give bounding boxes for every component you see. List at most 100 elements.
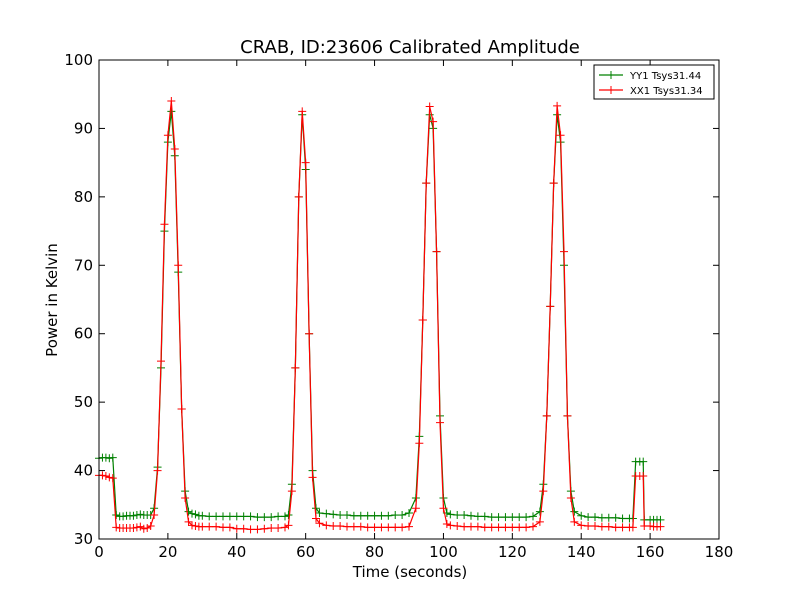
data-point: [146, 521, 155, 530]
data-point: [529, 512, 537, 521]
data-point: [225, 512, 234, 521]
data-point: [105, 473, 114, 482]
data-point: [639, 457, 648, 466]
data-point: [501, 523, 510, 532]
data-point: [139, 524, 148, 533]
data-point: [198, 522, 207, 531]
legend-swatch-marker: [607, 86, 615, 94]
data-point: [591, 521, 599, 530]
data-point: [405, 508, 413, 517]
y-tick-label: 50: [74, 393, 93, 411]
data-point: [515, 513, 524, 522]
data-point: [604, 513, 613, 522]
data-point: [363, 511, 372, 520]
x-tick-label: 60: [296, 543, 315, 561]
data-point: [177, 404, 186, 413]
data-point: [356, 511, 365, 520]
data-point: [225, 523, 234, 532]
data-point: [170, 144, 179, 153]
data-point: [301, 158, 310, 167]
y-tick-label: 60: [74, 325, 93, 343]
chart-title: CRAB, ID:23606 Calibrated Amplitude: [240, 37, 580, 58]
data-point: [439, 504, 448, 513]
series-xx1: [95, 97, 665, 534]
x-tick-label: 100: [429, 543, 458, 561]
data-point: [315, 519, 324, 528]
data-point: [253, 513, 262, 522]
data-point: [618, 523, 627, 532]
data-point: [467, 511, 475, 520]
data-point: [219, 512, 227, 521]
data-point: [232, 524, 241, 533]
data-point: [570, 517, 579, 526]
data-point: [322, 521, 331, 530]
data-point: [160, 220, 169, 229]
series-yy1: [95, 107, 665, 524]
data-point: [591, 513, 599, 522]
data-point: [163, 131, 172, 140]
y-axis: 30 40 50 60 70 80 90 100: [64, 51, 719, 548]
data-point: [446, 521, 455, 530]
data-point: [281, 523, 289, 532]
data-point: [119, 512, 128, 521]
data-point: [453, 511, 462, 520]
legend-box: [593, 64, 715, 100]
data-point: [398, 523, 407, 532]
data-point: [494, 523, 503, 532]
data-point: [363, 523, 372, 532]
data-point: [487, 523, 496, 532]
y-tick-label: 30: [74, 530, 93, 548]
data-point: [584, 513, 593, 522]
data-point: [542, 411, 551, 420]
x-tick-label: 40: [227, 543, 246, 561]
data-point: [411, 504, 420, 513]
data-point: [556, 131, 565, 140]
data-point: [284, 521, 293, 530]
legend: YY1 Tsys31.44 XX1 Tsys31.34: [593, 64, 715, 100]
data-point: [132, 511, 141, 520]
data-point: [267, 524, 276, 533]
data-point: [522, 513, 531, 522]
data-point: [329, 510, 338, 519]
x-tick-label: 120: [498, 543, 527, 561]
data-point: [188, 521, 196, 530]
data-point: [577, 511, 586, 520]
x-axis: 0 20 40 60 80 100 120 140 160 180: [94, 60, 733, 561]
x-tick-label: 140: [567, 543, 596, 561]
data-point: [546, 302, 555, 311]
data-point: [336, 521, 345, 530]
data-point: [639, 472, 648, 481]
data-point: [98, 471, 107, 480]
data-point: [322, 509, 331, 518]
data-point: [129, 511, 138, 520]
data-point: [343, 511, 351, 520]
data-point: [153, 466, 162, 475]
data-point: [239, 512, 248, 521]
data-point: [298, 107, 307, 116]
data-point: [343, 522, 351, 531]
data-point: [535, 507, 544, 516]
data-point: [108, 453, 117, 462]
data-point: [136, 510, 145, 519]
data-point: [611, 513, 620, 522]
data-point: [101, 472, 110, 481]
data-point: [501, 513, 510, 522]
data-point: [267, 513, 276, 522]
data-point: [284, 511, 293, 520]
data-point: [336, 511, 345, 520]
data-point: [604, 522, 613, 531]
x-tick-label: 0: [94, 543, 104, 561]
data-point: [577, 521, 586, 530]
data-point: [291, 363, 300, 372]
y-tick-label: 100: [64, 51, 93, 69]
data-point: [560, 247, 568, 256]
y-tick-label: 90: [74, 119, 93, 137]
data-point: [549, 179, 558, 188]
data-point: [188, 509, 196, 518]
data-point: [129, 524, 138, 533]
data-point: [315, 508, 324, 517]
data-point: [384, 511, 393, 520]
data-point: [191, 521, 200, 530]
data-point: [487, 513, 496, 522]
